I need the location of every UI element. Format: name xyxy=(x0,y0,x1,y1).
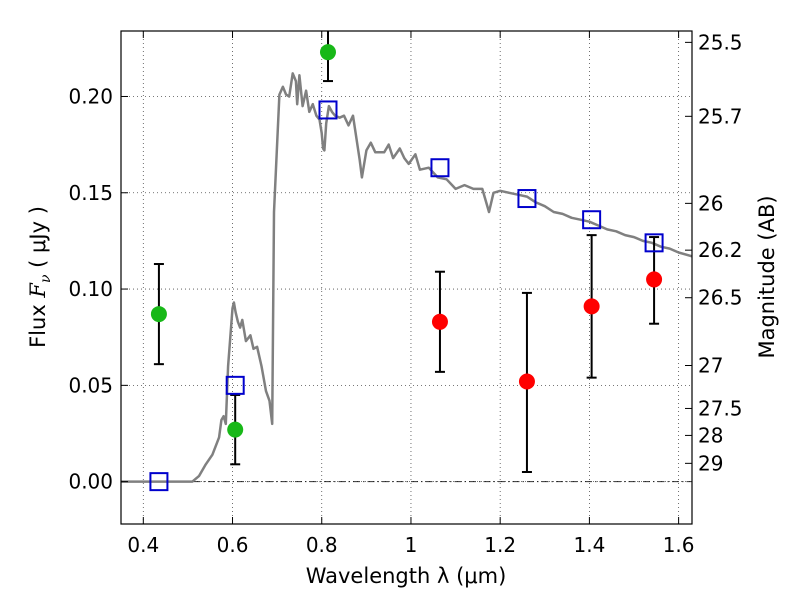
detection-point xyxy=(431,313,448,330)
magnitude-tick-label: 25.7 xyxy=(698,104,743,128)
magnitude-tick-label: 26 xyxy=(698,191,723,215)
y-tick-label: 0.05 xyxy=(68,373,113,397)
y-tick-label: 0.00 xyxy=(68,470,113,494)
model-photometry-square xyxy=(318,100,338,120)
y-tick-label: 0.20 xyxy=(68,84,113,108)
magnitude-tick-label: 28 xyxy=(698,423,723,447)
x-axis-label: Wavelength λ (μm) xyxy=(306,564,507,588)
y-axis-label-subscript: ν xyxy=(38,274,54,283)
magnitude-tick-label: 29 xyxy=(698,451,723,475)
detection-point xyxy=(518,373,535,390)
detection-markers xyxy=(150,44,663,438)
y-axis-label-prefix: Flux xyxy=(26,298,50,348)
model-photometry-square xyxy=(225,375,245,395)
y-axis-label-suffix: ( μJy ) xyxy=(26,206,50,274)
magnitude-axis-label: Magnitude (AB) xyxy=(755,195,779,358)
magnitude-tick-label: 26.2 xyxy=(698,238,743,262)
magnitude-tick-label: 26.5 xyxy=(698,286,743,310)
model-photometry-square xyxy=(644,233,664,253)
model-photometry-square xyxy=(430,158,450,178)
x-tick-label: 0.8 xyxy=(306,533,338,557)
model-photometry-square xyxy=(517,189,537,209)
magnitude-axis-ticks: 25.5 25.7 26 26.2 26.5 27 27.5 28 29 xyxy=(685,30,743,475)
y-axis-label-symbol: F xyxy=(26,282,50,299)
magnitude-tick-label: 27.5 xyxy=(698,396,743,420)
plot-frame xyxy=(120,30,693,525)
x-tick-label: 0.6 xyxy=(217,533,249,557)
y-tick-label: 0.10 xyxy=(68,277,113,301)
y-axis-label: Flux Fν ( μJy ) xyxy=(26,206,54,348)
x-axis-ticks: 0.4 0.6 0.8 1 1.2 1.4 1.6 xyxy=(127,31,695,557)
x-tick-label: 1.4 xyxy=(573,533,605,557)
detection-point xyxy=(227,421,244,438)
x-tick-label: 1.2 xyxy=(484,533,516,557)
detection-point xyxy=(150,306,167,323)
magnitude-tick-label: 27 xyxy=(698,354,723,378)
x-tick-label: 1 xyxy=(405,533,418,557)
detection-point xyxy=(646,271,663,288)
y-axis-ticks: 0.00 0.05 0.10 0.15 0.20 xyxy=(68,84,128,494)
model-photometry-square xyxy=(582,210,602,230)
detection-point xyxy=(319,44,336,61)
model-sed-line xyxy=(121,72,692,483)
magnitude-tick-label: 25.5 xyxy=(698,30,743,54)
x-tick-label: 0.4 xyxy=(127,533,159,557)
model-photometry-square xyxy=(149,472,169,492)
y-tick-label: 0.15 xyxy=(68,181,113,205)
model-photometry-markers xyxy=(149,100,664,492)
x-tick-label: 1.6 xyxy=(663,533,695,557)
detection-point xyxy=(583,298,600,315)
